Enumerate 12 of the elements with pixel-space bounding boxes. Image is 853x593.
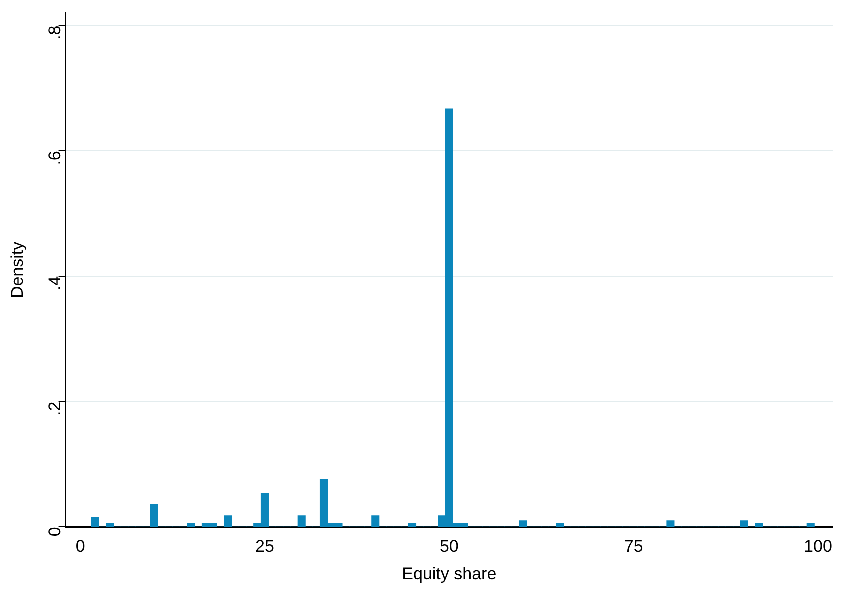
x-tick-label: 0: [76, 537, 86, 556]
y-tick-label: .6: [45, 151, 64, 166]
y-tick-label: .8: [45, 26, 64, 40]
x-tick-label: 25: [256, 537, 274, 556]
x-axis-title: Equity share: [402, 564, 497, 584]
x-tick-label: 75: [624, 537, 644, 556]
y-axis-title: Density: [8, 241, 27, 299]
x-tick-label: 100: [804, 537, 832, 556]
y-tick-label: .4: [45, 276, 64, 291]
x-tick-label: 50: [440, 537, 459, 556]
y-tick-label: 0: [45, 527, 64, 537]
y-tick-label: .2: [45, 402, 64, 416]
